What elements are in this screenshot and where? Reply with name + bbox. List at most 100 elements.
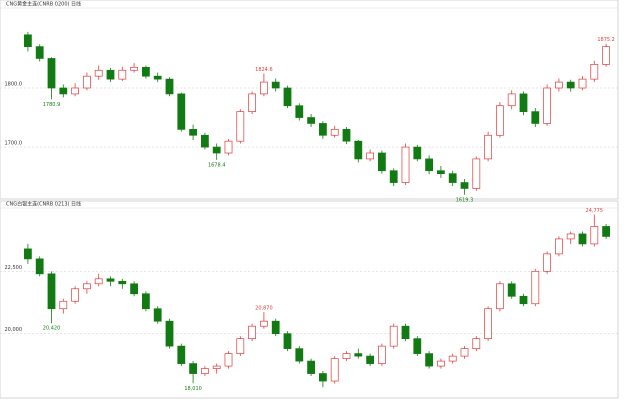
price-annotation: 20,420 [43,326,61,332]
candle-body [189,129,197,136]
candle-body [531,270,540,305]
candle-body [602,226,610,237]
candle-body [342,353,351,359]
candle-body [94,69,103,77]
candle-body [425,353,433,367]
candle-body [578,78,587,89]
candle-body [484,134,492,160]
candle-body [354,140,363,160]
y-tick-label: 1800.0 [5,82,23,88]
candle-body [472,338,481,349]
candle-body [507,93,516,107]
price-annotation: 1619.3 [456,197,474,203]
candle-body [35,258,44,275]
price-annotation: 18,010 [184,386,202,392]
candle-body [236,338,245,354]
candle-body [496,283,504,310]
candle-body [307,360,315,374]
candle-body [413,146,422,160]
candle-body [602,46,610,65]
candle-body [437,360,445,367]
candle-body [519,93,528,112]
candle-body [295,348,304,362]
candle-body [165,320,174,347]
candle-body [94,278,103,285]
candle-body [319,123,327,136]
candle-body [248,325,256,340]
candle-body [24,248,32,260]
candle-body [378,345,386,364]
candle-body [106,69,115,80]
candle-body [401,146,410,183]
price-annotation: 20,870 [255,305,273,311]
price-annotation: 1875.2 [597,37,615,43]
candle-body [555,81,563,89]
candle-body [283,87,292,107]
price-annotation: 24,775 [586,208,604,214]
candle-body [118,280,127,285]
candle-body [460,348,469,357]
candle-body [425,158,433,172]
candle-body [165,78,174,95]
candle-body [83,283,91,290]
panel-frame [0,200,619,399]
price-annotation: 1780.9 [43,102,61,108]
candle-body [130,283,138,295]
candle-body [153,75,162,80]
candle-body [389,325,398,347]
candle-body [496,105,504,136]
candle-body [543,87,551,124]
candle-body [177,93,186,130]
candle-body [389,170,398,183]
candle-body [142,66,150,77]
candle-body [35,46,44,59]
candle-body [118,69,127,80]
price-annotation: 1678.4 [208,162,226,168]
candle-body [366,152,374,160]
candle-body [507,283,516,297]
candle-body [271,320,280,335]
panel-title: CNG白银主连(CNRB 0213) 日线 [6,201,81,208]
candle-body [260,320,268,327]
candle-body [578,233,587,245]
candle-body [307,117,315,124]
candle-body [566,233,575,240]
candle-body [177,345,186,364]
candle-body [519,295,528,305]
candle-body [142,293,150,310]
candle-body [47,58,56,89]
candle-body [212,365,221,369]
candle-body [401,325,410,340]
candle-body [590,64,599,80]
candle-body [24,34,32,47]
candle-body [248,93,256,112]
candle-body [83,75,91,89]
candle-body [413,338,422,354]
y-tick-label: 20,000 [5,327,23,333]
y-tick-label: 22,500 [5,265,23,271]
candle-body [224,353,233,367]
candle-body [448,355,457,362]
candle-body [566,81,575,89]
candle-body [260,81,268,95]
candle-body [59,300,68,310]
candle-body [224,140,233,154]
candle-body [47,273,56,310]
candle-body [330,129,339,136]
candle-body [130,66,138,71]
candle-body [106,278,115,282]
panel-title: CNG黄金主连(CNRB 0200) 日线 [6,1,81,8]
candle-body [378,152,386,172]
candle-body [555,238,563,255]
candle-body [590,226,599,245]
candle-body [354,353,363,357]
candle-body [484,308,492,340]
candle-body [271,81,280,89]
candle-body [543,253,551,272]
candle-body [472,158,481,189]
candle-body [330,358,339,382]
panel-frame [0,0,619,200]
price-annotation: 1824.6 [255,67,273,73]
candle-body [531,111,540,124]
candle-body [319,373,327,382]
